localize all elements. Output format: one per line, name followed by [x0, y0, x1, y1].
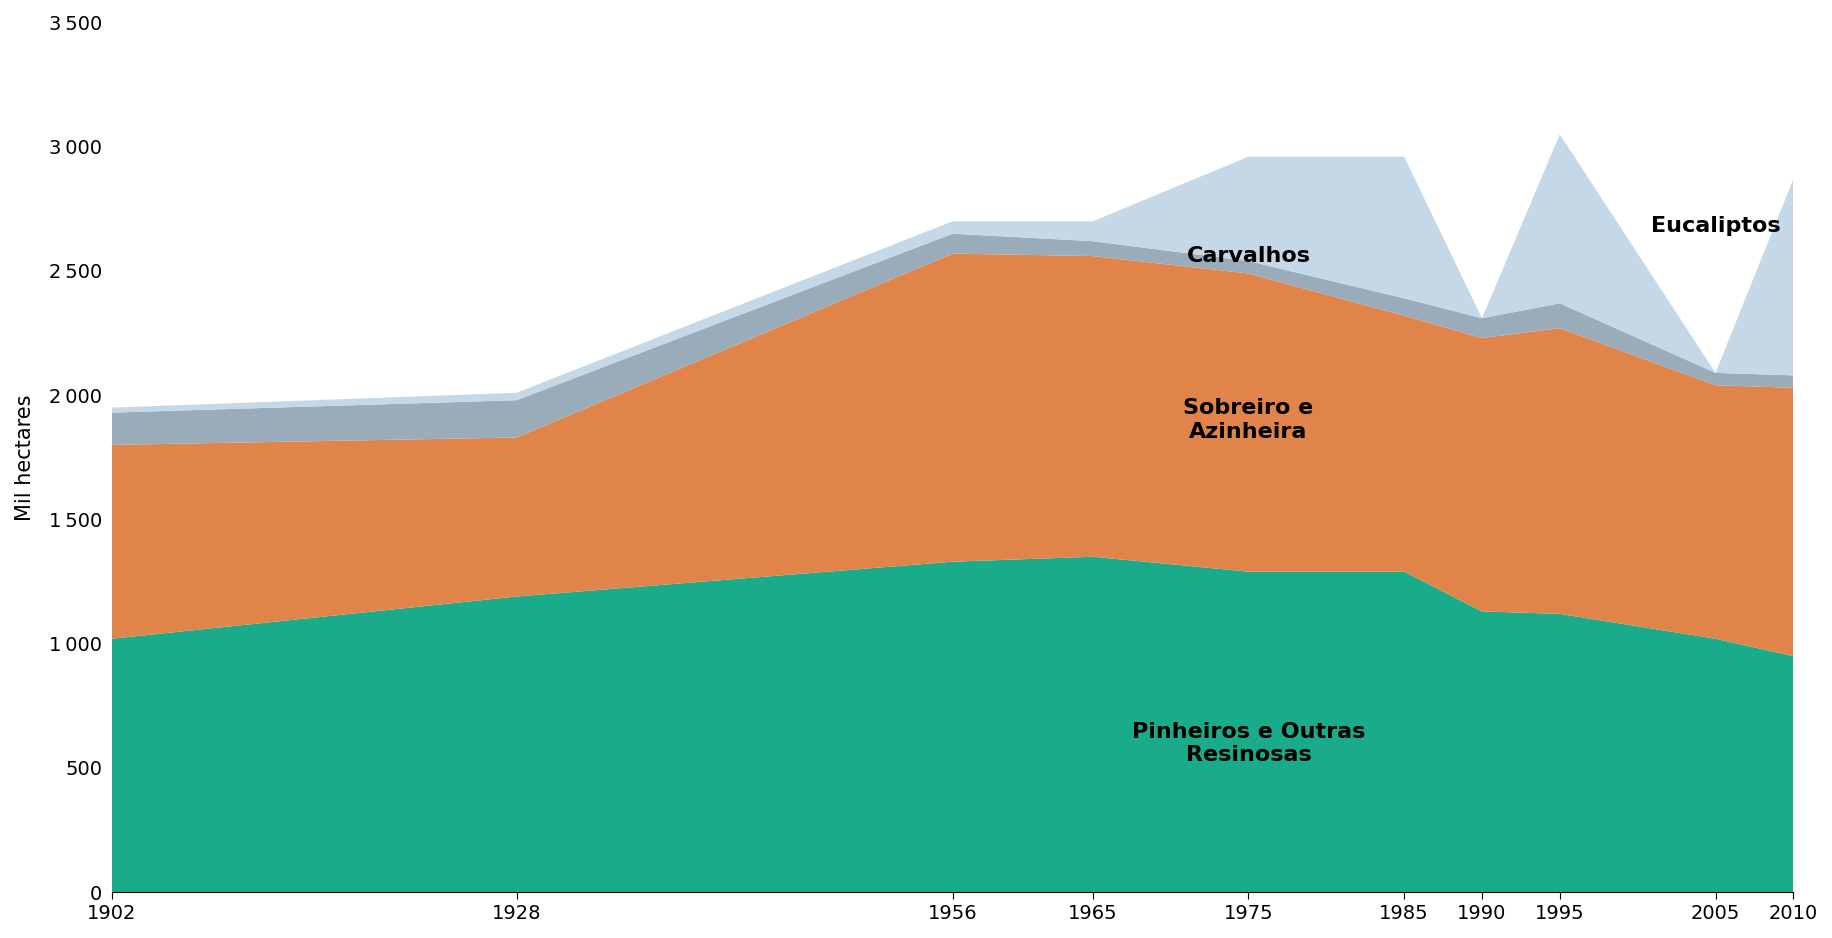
Text: Eucaliptos: Eucaliptos [1651, 217, 1779, 236]
Text: Carvalhos: Carvalhos [1185, 246, 1310, 266]
Y-axis label: Mil hectares: Mil hectares [15, 394, 35, 521]
Text: Pinheiros e Outras
Resinosas: Pinheiros e Outras Resinosas [1130, 721, 1365, 764]
Text: Sobreiro e
Azinheira: Sobreiro e Azinheira [1183, 399, 1314, 442]
